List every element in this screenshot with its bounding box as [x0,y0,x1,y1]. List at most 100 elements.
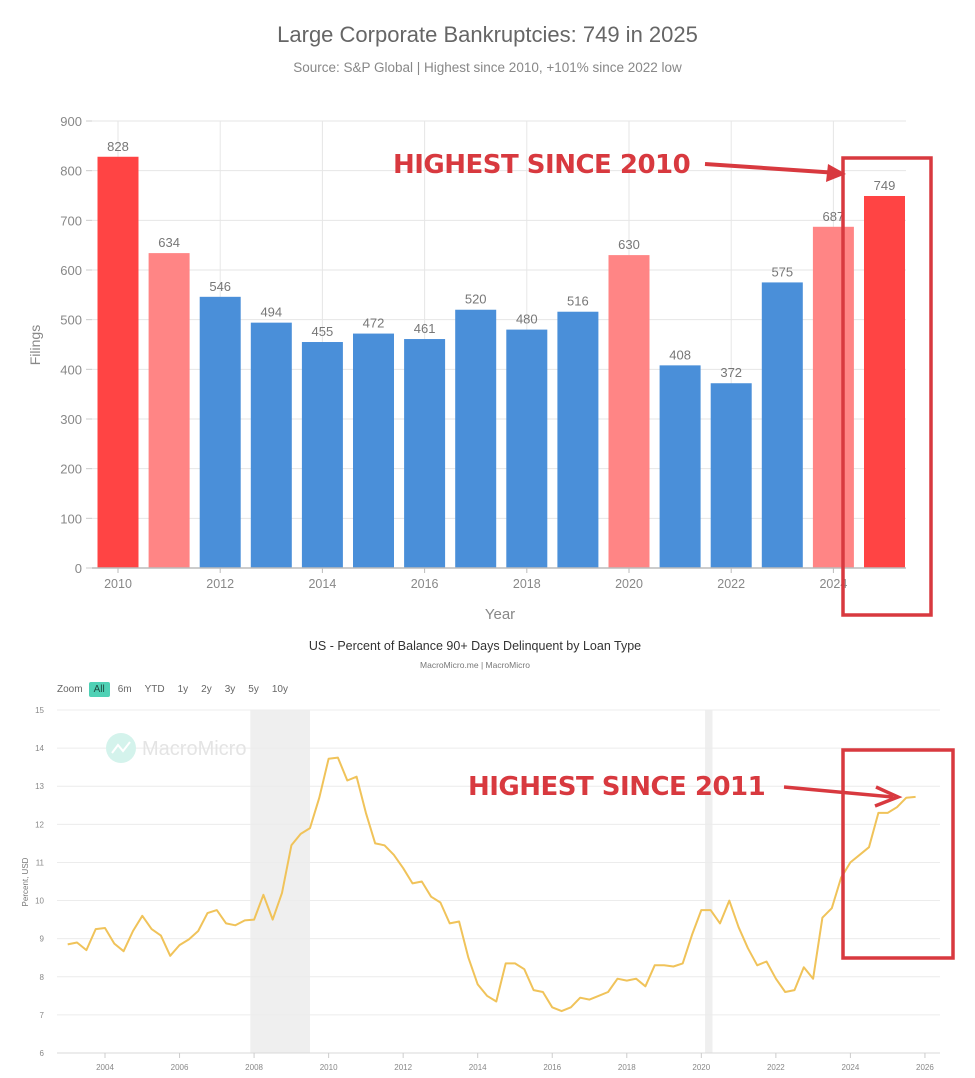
y-tick-label: 10 [35,897,44,906]
x-tick-label: 2020 [615,577,643,591]
x-tick-label: 2008 [245,1063,263,1072]
zoom-button-10y[interactable]: 10y [271,684,288,695]
zoom-button-1y[interactable]: 1y [177,684,189,695]
y-tick-label: 8 [40,973,45,982]
bar-value-label: 575 [771,264,793,279]
x-tick-label: 2012 [394,1063,412,1072]
bar-value-label: 461 [414,321,436,336]
y-tick-label: 11 [36,858,45,867]
bar-chart-bars: 828 634 546 494 455 472 461 520 480 516 630 408 372 5… [97,139,905,569]
annotation-arrow-head-icon [826,164,846,182]
bar-value-label: 687 [823,209,845,224]
bar-2024 [812,226,854,569]
x-tick-label: 2020 [692,1063,710,1072]
recession-band [705,710,713,1053]
macromicro-watermark: MacroMicro [106,733,246,763]
line-chart-y-axis-label: Percent, USD [21,857,30,906]
y-tick-label: 200 [60,462,82,477]
x-tick-label: 2012 [206,577,234,591]
highest-since-2010-annotation: HIGHEST SINCE 2010 [393,150,690,180]
y-tick-label: 15 [35,706,44,715]
bar-2013 [250,322,292,568]
bar-chart: 828 634 546 494 455 472 461 520 480 516 630 408 372 5… [27,114,933,623]
annotation-arrow-line [783,785,894,799]
bar-2023 [761,282,803,568]
x-tick-label: 2024 [819,577,847,591]
bar-2014 [301,342,343,568]
bar-2022 [710,383,752,568]
bar-value-label: 520 [465,292,487,307]
line-chart-title: US - Percent of Balance 90+ Days Delinqu… [308,639,642,653]
y-tick-label: 600 [60,263,82,278]
y-tick-label: 14 [35,744,44,753]
x-tick-label: 2006 [171,1063,189,1072]
zoom-button-6m[interactable]: 6m [117,684,132,695]
bar-value-label: 634 [158,235,180,250]
bar-value-label: 455 [312,324,334,339]
bar-2012 [199,296,241,568]
line-chart-annotation: HIGHEST SINCE 2011 [468,748,955,960]
y-tick-label: 12 [35,820,44,829]
x-tick-label: 2024 [842,1063,860,1072]
bar-value-label: 630 [618,237,640,252]
x-tick-label: 2016 [411,577,439,591]
annotation-arrow-head-icon [874,785,903,808]
bar-chart-title: Large Corporate Bankruptcies: 749 in 202… [277,22,698,47]
bar-value-label: 828 [107,139,129,154]
x-tick-label: 2010 [320,1063,338,1072]
bar-value-label: 516 [567,294,589,309]
zoom-button-2y[interactable]: 2y [201,684,212,695]
bar-2016 [404,339,446,568]
y-tick-label: 700 [60,213,82,228]
zoom-button-5y[interactable]: 5y [248,684,259,695]
bar-2025 [864,195,905,568]
highest-since-2011-annotation: HIGHEST SINCE 2011 [468,772,765,802]
bar-2019 [557,311,599,568]
y-tick-label: 800 [60,164,82,179]
x-tick-label: 2026 [916,1063,934,1072]
macromicro-logo-icon [106,733,136,763]
zoom-label: Zoom [57,684,83,695]
x-tick-label: 2022 [767,1063,785,1072]
bar-2020 [608,255,650,568]
x-tick-label: 2014 [469,1063,487,1072]
bar-value-label: 546 [209,279,231,294]
bar-2021 [659,365,701,568]
zoom-button-3y[interactable]: 3y [224,684,236,695]
bar-chart-axes: 0 100 200 300 400 500 600 700 800 900 2010 2012 2014… [60,114,906,591]
bar-value-label: 408 [669,347,691,362]
bar-2017 [455,309,497,568]
bar-value-label: 472 [363,316,385,331]
zoom-button-ytd[interactable]: YTD [144,684,165,695]
watermark-text: MacroMicro [142,738,246,760]
y-tick-label: 500 [60,313,82,328]
zoom-button-all[interactable]: All [88,682,110,697]
bar-2011 [148,253,190,568]
highlight-box-2025 [841,156,933,617]
annotation-arrow-line [704,162,839,175]
y-tick-label: 300 [60,412,82,427]
y-tick-label: 100 [60,511,82,526]
bar-chart-annotation: HIGHEST SINCE 2010 [393,150,933,617]
y-tick-label: 400 [60,362,82,377]
x-tick-label: 2018 [513,577,541,591]
line-chart-subtitle: MacroMicro.me | MacroMicro [420,660,530,670]
x-tick-label: 2016 [543,1063,561,1072]
bar-value-label: 749 [874,178,896,193]
y-tick-label: 13 [35,782,44,791]
bar-2018 [506,329,548,568]
bar-value-label: 480 [516,312,538,327]
y-tick-label: 6 [40,1049,45,1058]
y-tick-label: 7 [40,1011,45,1020]
line-chart-grid [57,709,940,1054]
delinquency-line [67,756,916,1013]
bar-chart-subtitle: Source: S&P Global | Highest since 2010,… [293,60,682,75]
bar-2010 [97,156,139,568]
zoom-range-selector: Zoom All 6m YTD 1y 2y 3y 5y 10y [57,682,296,697]
bar-value-label: 494 [260,305,282,320]
recession-band [250,710,310,1053]
x-tick-label: 2014 [308,577,336,591]
x-tick-label: 2018 [618,1063,636,1072]
x-tick-label: 2010 [104,577,132,591]
bar-chart-x-axis-label: Year [485,606,515,623]
